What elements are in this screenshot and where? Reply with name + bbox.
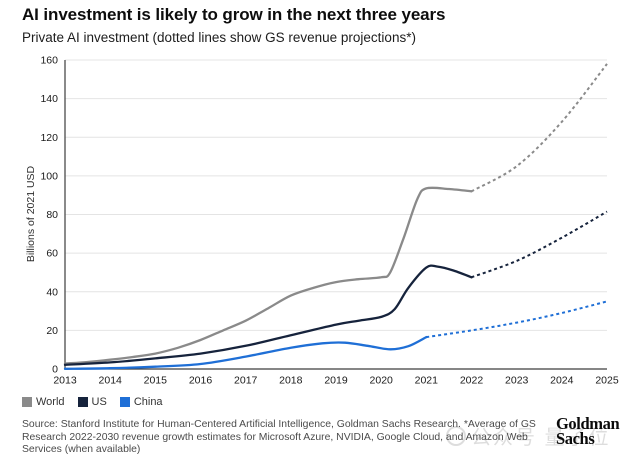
legend-item-world: World (22, 396, 65, 408)
series-line-us-solid (63, 264, 473, 366)
x-tick-label: 2014 (99, 375, 123, 387)
legend-label-china: China (133, 396, 163, 408)
y-tick-label: 100 (40, 171, 58, 183)
y-tick-label: 20 (46, 325, 58, 337)
x-tick-label: 2022 (460, 375, 484, 387)
y-axis-title: Billions of 2021 USD (25, 165, 37, 263)
x-tick-label: 2024 (550, 375, 574, 387)
x-tick-label: 2021 (415, 375, 439, 387)
source-line-1: Source: Stanford Institute for Human-Cen… (22, 419, 536, 430)
x-tick-label: 2025 (595, 375, 619, 387)
legend-item-china: China (119, 396, 163, 408)
x-tick-label: 2016 (189, 375, 213, 387)
chart-title: AI investment is likely to grow in the n… (22, 5, 446, 24)
legend-label-world: World (36, 396, 65, 408)
y-tick-label: 160 (40, 55, 58, 67)
chart-legend: World US China (22, 396, 163, 408)
y-tick-label: 40 (46, 286, 58, 298)
x-tick-label: 2020 (370, 375, 394, 387)
y-tick-label: 60 (46, 248, 58, 260)
logo-line-goldman: Goldman (556, 414, 620, 433)
x-tick-label: 2015 (144, 375, 168, 387)
y-tick-label: 0 (52, 364, 58, 376)
legend-swatch-world (22, 397, 32, 407)
goldman-sachs-logo: Goldman Sachs (556, 414, 620, 448)
x-tick-label: 2023 (505, 375, 529, 387)
x-tick-label: 2019 (324, 375, 348, 387)
legend-label-us: US (91, 396, 107, 408)
source-note: Source: Stanford Institute for Human-Cen… (22, 419, 536, 457)
legend-item-us: US (77, 396, 107, 408)
legend-swatch-china (119, 397, 130, 407)
chart-subtitle: Private AI investment (dotted lines show… (22, 30, 416, 45)
y-tick-label: 120 (40, 132, 58, 144)
series-line-us-projection (471, 210, 608, 279)
x-tick-label: 2013 (53, 375, 77, 387)
y-tick-label: 80 (46, 209, 58, 221)
source-line-2: Research 2022-2030 revenue growth estima… (22, 431, 528, 443)
logo-line-sachs: Sachs (556, 429, 595, 448)
source-line-3: Services (when available) (22, 444, 141, 456)
x-tick-label: 2017 (234, 375, 258, 387)
series-line-world-solid (63, 186, 473, 365)
legend-swatch-us (77, 397, 88, 407)
series-line-china-projection (426, 300, 608, 339)
series-line-china-solid (63, 335, 428, 370)
x-tick-label: 2018 (279, 375, 303, 387)
series-line-world-projection (471, 63, 608, 193)
y-tick-label: 140 (40, 93, 58, 105)
